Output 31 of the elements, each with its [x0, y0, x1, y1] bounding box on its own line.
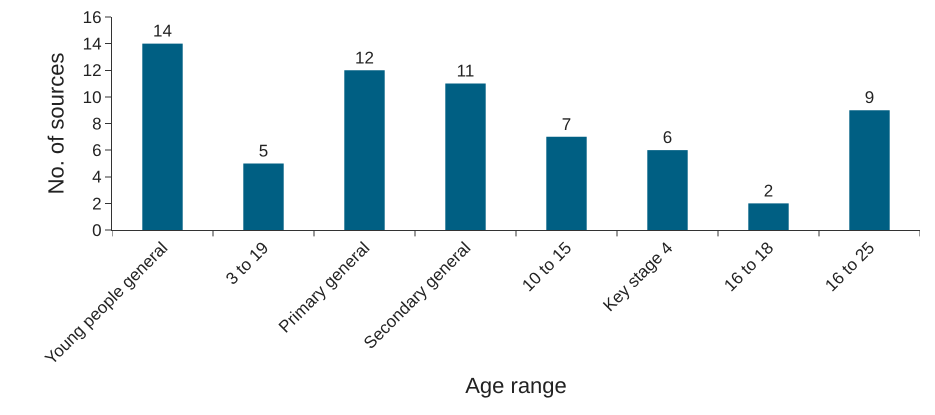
- y-tick-label: 4: [92, 168, 102, 187]
- bar: [142, 44, 183, 230]
- data-label: 9: [864, 88, 874, 108]
- y-tick-label: 2: [92, 194, 102, 214]
- data-label: 2: [764, 181, 774, 200]
- bar: [647, 150, 688, 230]
- data-label: 6: [662, 128, 672, 148]
- bar: [344, 70, 385, 230]
- x-axis-title: Age range: [465, 373, 567, 398]
- bar: [748, 203, 789, 230]
- x-tick-label: 3 to 19: [222, 238, 272, 289]
- bar: [546, 136, 587, 230]
- y-tick-label: 0: [92, 220, 102, 240]
- y-tick-label: 14: [82, 34, 102, 54]
- bar: [243, 163, 284, 230]
- bar: [849, 110, 890, 230]
- data-label: 7: [562, 114, 572, 134]
- x-tick-label: 10 to 15: [518, 238, 576, 296]
- x-tick-label: 16 to 18: [720, 238, 778, 296]
- y-tick-label: 16: [82, 8, 102, 27]
- y-tick-label: 8: [92, 114, 102, 134]
- data-label: 12: [355, 48, 374, 68]
- x-tick-label: 16 to 25: [821, 238, 878, 296]
- y-tick-label: 12: [82, 61, 102, 80]
- data-label: 11: [456, 62, 474, 81]
- y-axis-title: No. of sources: [43, 52, 68, 194]
- y-tick-label: 6: [92, 141, 102, 160]
- data-label: 14: [153, 22, 172, 41]
- data-label: 5: [258, 141, 268, 160]
- bar: [445, 84, 486, 230]
- y-tick-label: 10: [82, 88, 102, 107]
